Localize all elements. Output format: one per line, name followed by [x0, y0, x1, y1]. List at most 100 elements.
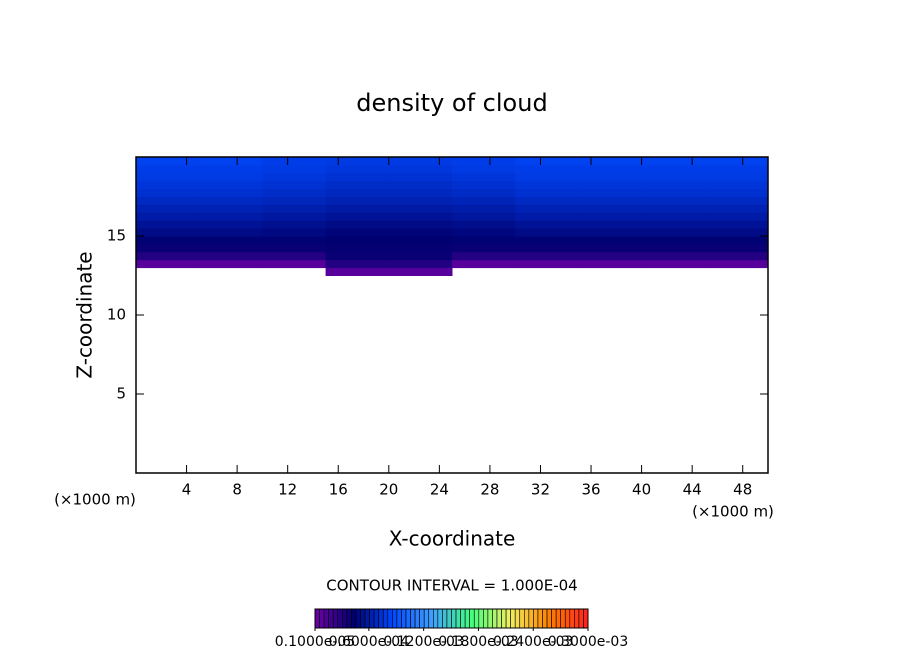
- contour-cell: [452, 157, 516, 166]
- contour-cell: [515, 236, 579, 245]
- contour-cell: [704, 164, 769, 174]
- colorbar-swatch: [451, 608, 457, 629]
- contour-cell: [641, 157, 706, 166]
- colorbar-swatch: [364, 608, 370, 629]
- contour-cell: [388, 164, 453, 174]
- contour-cell: [262, 164, 327, 174]
- colorbar-swatch: [533, 608, 539, 629]
- colorbar-swatch: [483, 608, 489, 629]
- contour-cell: [578, 212, 643, 221]
- contour-cell: [199, 180, 263, 190]
- contour-cell: [199, 164, 263, 174]
- contour-cell: [704, 259, 769, 269]
- contour-cell: [199, 188, 263, 197]
- contour-cell: [641, 220, 706, 229]
- colorbar-swatch: [351, 608, 357, 629]
- contour-cell: [136, 228, 200, 237]
- colorbar-swatch: [542, 608, 548, 629]
- contour-cell: [641, 204, 706, 213]
- contour-cell: [578, 180, 643, 190]
- x-tick-label: 36: [581, 481, 600, 499]
- colorbar-swatch: [369, 608, 375, 629]
- contour-cell: [262, 259, 327, 269]
- x-unit: (×1000 m): [54, 491, 136, 509]
- x-tick-label: 8: [232, 481, 242, 499]
- contour-cell: [262, 188, 327, 197]
- contour-cell: [199, 243, 263, 253]
- colorbar-swatch: [323, 608, 329, 629]
- colorbar-swatch: [328, 608, 334, 629]
- contour-cell: [704, 196, 769, 205]
- x-tick-label: 28: [480, 481, 499, 499]
- chart-title: density of cloud: [356, 89, 547, 117]
- contour-cell: [325, 220, 390, 229]
- colorbar-label: 0.1200e-03: [383, 634, 463, 650]
- y-axis-label: Z-coordinate: [73, 251, 97, 378]
- contour-cell: [704, 251, 769, 261]
- contour-cell: [262, 196, 327, 205]
- contour-cell: [199, 204, 263, 213]
- colorbar-swatch: [419, 608, 425, 629]
- contour-cell: [452, 172, 516, 182]
- contour-cell: [515, 157, 579, 166]
- contour-cell: [199, 251, 263, 261]
- colorbar-label: 0.6000e-04: [329, 634, 410, 650]
- x-tick-label: 20: [379, 481, 398, 499]
- colorbar-swatch: [437, 608, 443, 629]
- contour-cell: [704, 180, 769, 190]
- x-tick-label: 48: [733, 481, 752, 499]
- colorbar-swatch: [473, 608, 480, 629]
- contour-cell: [641, 251, 706, 261]
- colorbar-swatch: [519, 608, 525, 629]
- contour-cell: [262, 243, 327, 253]
- contour-cell: [325, 204, 390, 213]
- colorbar-swatch: [355, 608, 361, 629]
- contour-cell: [199, 157, 263, 166]
- contour-cell: [325, 251, 390, 261]
- x-tick-label: 32: [531, 481, 550, 499]
- contour-cell: [452, 196, 516, 205]
- colorbar-swatch: [414, 608, 420, 629]
- contour-cell: [515, 164, 579, 174]
- colorbar-swatch: [487, 608, 493, 629]
- colorbar-swatch: [496, 608, 502, 629]
- contour-cell: [641, 188, 706, 197]
- contour-cell: [325, 259, 390, 269]
- x-unit: (×1000 m): [692, 503, 774, 521]
- colorbar-swatch: [423, 608, 430, 629]
- contour-cell: [388, 259, 453, 269]
- colorbar-swatch: [446, 608, 452, 629]
- contour-cell: [641, 180, 706, 190]
- colorbar-swatch: [578, 608, 584, 629]
- contour-cell: [136, 243, 200, 253]
- colorbar-swatch: [392, 608, 398, 629]
- contour-cell: [641, 228, 706, 237]
- colorbar-swatch: [560, 608, 566, 629]
- contour-cell: [388, 172, 453, 182]
- colorbar-swatch: [460, 608, 466, 629]
- x-tick-label: 24: [430, 481, 449, 499]
- contour-cell: [136, 188, 200, 197]
- colorbar-swatch: [478, 608, 484, 629]
- contour-cell: [136, 204, 200, 213]
- contour-cell: [515, 251, 579, 261]
- y-tick-label: 10: [107, 306, 126, 324]
- contour-cell: [262, 157, 327, 166]
- contour-cell: [641, 236, 706, 245]
- colorbar-swatch: [583, 608, 589, 629]
- contour-cell: [388, 236, 453, 245]
- contour-cell: [136, 212, 200, 221]
- contour-cell: [452, 228, 516, 237]
- colorbar-swatch: [551, 608, 557, 629]
- x-tick-label: 4: [182, 481, 192, 499]
- contour-cell: [199, 259, 263, 269]
- colorbar-swatch: [332, 608, 339, 629]
- contour-cell: [704, 212, 769, 221]
- colorbar-swatch: [464, 608, 470, 629]
- contour-cell: [136, 236, 200, 245]
- contour-cell: [578, 157, 643, 166]
- contour-cell: [515, 172, 579, 182]
- colorbar-swatch: [405, 608, 411, 629]
- contour-cell: [388, 220, 453, 229]
